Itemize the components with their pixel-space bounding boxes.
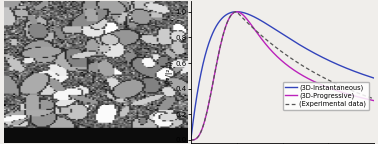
(3D-Progressive)	[198, 132, 203, 134]
(Experimental data)	[367, 96, 371, 98]
(3D-Instantaneous)	[273, 29, 277, 30]
(Experimental data)	[367, 96, 371, 98]
(3D-Instantaneous)	[198, 76, 203, 78]
Y-axis label: (I²/I²ₘ): (I²/I²ₘ)	[165, 60, 174, 84]
(Experimental data)	[234, 11, 239, 13]
(3D-Instantaneous)	[333, 63, 338, 64]
(Experimental data)	[372, 98, 376, 100]
(3D-Progressive)	[278, 58, 282, 60]
(3D-Progressive)	[189, 139, 193, 141]
(Experimental data)	[333, 83, 338, 84]
(3D-Instantaneous)	[189, 139, 193, 140]
(3D-Progressive)	[234, 11, 239, 13]
(Experimental data)	[273, 46, 277, 48]
(3D-Progressive)	[367, 99, 371, 100]
(3D-Instantaneous)	[367, 76, 371, 77]
(Experimental data)	[278, 50, 282, 51]
Line: (3D-Progressive): (3D-Progressive)	[191, 12, 374, 140]
(Experimental data)	[198, 132, 203, 134]
Line: (3D-Instantaneous): (3D-Instantaneous)	[191, 12, 374, 140]
Legend: (3D-Instantaneous), (3D-Progressive), (Experimental data): (3D-Instantaneous), (3D-Progressive), (E…	[283, 82, 369, 110]
(3D-Progressive)	[333, 89, 338, 91]
Line: (Experimental data): (Experimental data)	[191, 12, 374, 140]
(3D-Progressive)	[367, 99, 371, 100]
(3D-Instantaneous)	[234, 11, 239, 13]
(Experimental data)	[189, 139, 193, 141]
(3D-Instantaneous)	[367, 76, 371, 77]
(3D-Progressive)	[273, 54, 277, 56]
(3D-Instantaneous)	[278, 32, 282, 33]
(3D-Instantaneous)	[372, 77, 376, 79]
(3D-Progressive)	[372, 100, 376, 102]
